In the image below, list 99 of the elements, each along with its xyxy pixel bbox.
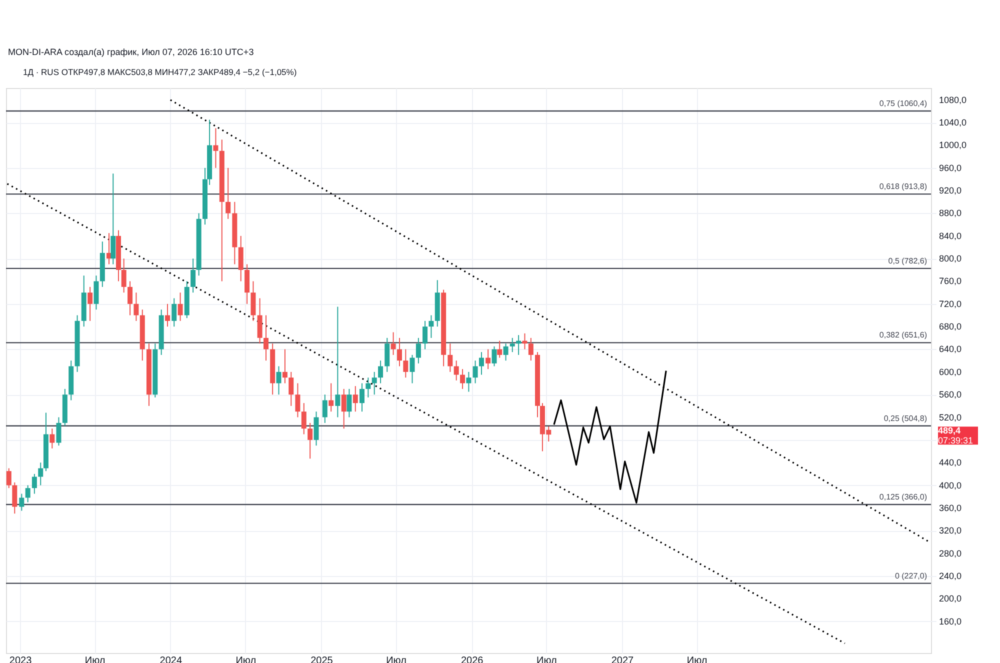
candlestick bbox=[448, 343, 453, 372]
ref-line-label: 0,25 (504,8) bbox=[884, 414, 928, 423]
y-tick-label: 920,0 bbox=[939, 186, 962, 196]
candlestick bbox=[308, 422, 313, 460]
candlestick bbox=[341, 388, 346, 430]
text: 1Д · RUS ОТКР497,8 МАКС503,8 МИН477,2 ЗАКР489,4 −5,2 (−1,05%) bbox=[23, 67, 297, 77]
y-tick-label: 400,0 bbox=[939, 480, 962, 490]
candlestick bbox=[38, 462, 44, 486]
candlestick bbox=[372, 371, 377, 396]
candlestick bbox=[346, 388, 352, 418]
text: 07:39:31 bbox=[938, 436, 974, 446]
y-tick-label: 840,0 bbox=[939, 230, 962, 241]
candlestick bbox=[359, 382, 364, 412]
candlestick bbox=[390, 332, 396, 356]
ref-line-label: 0,125 (366,0) bbox=[879, 492, 928, 502]
candlestick bbox=[410, 354, 415, 384]
candlestick bbox=[366, 377, 371, 398]
candlestick bbox=[378, 360, 384, 384]
y-tick-label: 440,0 bbox=[939, 458, 962, 468]
y-tick-label: 360,0 bbox=[939, 502, 962, 513]
candlestick bbox=[110, 173, 116, 265]
candlestick bbox=[263, 314, 268, 362]
candlestick bbox=[276, 366, 282, 396]
candlestick bbox=[516, 334, 522, 356]
candlestick bbox=[50, 428, 55, 449]
y-tick-label: 280,0 bbox=[939, 548, 962, 558]
candlestick bbox=[12, 482, 18, 514]
candlestick bbox=[478, 352, 484, 376]
candlestick bbox=[486, 348, 491, 370]
candlestick bbox=[288, 371, 294, 406]
y-tick-label: 880,0 bbox=[939, 208, 962, 218]
candlestick bbox=[165, 303, 170, 328]
candlestick bbox=[128, 280, 133, 316]
candlestick bbox=[528, 337, 534, 362]
candlestick bbox=[492, 346, 497, 367]
ref-line-label: 0,75 (1060,4) bbox=[879, 99, 928, 108]
y-tick-label: 720,0 bbox=[939, 298, 962, 309]
candlestick bbox=[416, 337, 421, 364]
candlestick bbox=[19, 493, 24, 512]
candlestick bbox=[454, 360, 459, 381]
candlestick bbox=[301, 402, 306, 435]
ref-line-label: 0 (227,0) bbox=[894, 571, 928, 580]
candlestick bbox=[510, 337, 515, 353]
candlestick bbox=[428, 314, 434, 338]
candlestick bbox=[250, 280, 256, 322]
candlestick bbox=[460, 368, 466, 390]
y-tick-label: 520,0 bbox=[939, 412, 962, 422]
text: 489,4 bbox=[938, 426, 961, 436]
candlestick bbox=[403, 348, 408, 378]
candlestick bbox=[88, 286, 93, 322]
y-tick-label: 200,0 bbox=[939, 594, 962, 604]
candlestick bbox=[94, 275, 99, 310]
ref-line-label: 0,5 (782,6) bbox=[888, 256, 928, 266]
candlestick bbox=[178, 292, 183, 322]
candlestick bbox=[322, 394, 328, 424]
candlestick bbox=[522, 332, 528, 350]
candlestick bbox=[295, 382, 300, 418]
candlestick bbox=[422, 320, 428, 350]
y-tick-label: 680,0 bbox=[939, 322, 962, 332]
y-tick-label: 240,0 bbox=[939, 570, 962, 581]
candlestick bbox=[32, 473, 37, 494]
y-tick-label: 1040,0 bbox=[939, 118, 967, 128]
candlestick bbox=[6, 468, 12, 489]
candlestick bbox=[472, 360, 478, 384]
candlestick bbox=[56, 416, 62, 446]
candlestick bbox=[384, 337, 390, 372]
candlestick bbox=[335, 306, 340, 418]
ref-line-label: 0,618 (913,8) bbox=[879, 182, 928, 192]
y-tick-label: 160,0 bbox=[939, 616, 962, 626]
candlestick bbox=[352, 386, 358, 412]
candlestick bbox=[314, 411, 319, 446]
line-series bbox=[553, 370, 667, 504]
candlestick bbox=[25, 484, 30, 503]
candlestick bbox=[503, 343, 508, 362]
candlestick bbox=[121, 258, 126, 294]
y-tick-label: 960,0 bbox=[939, 162, 962, 173]
candlestick bbox=[396, 337, 402, 367]
y-tick-label: 1080,0 bbox=[939, 94, 967, 105]
y-tick-label: 1000,0 bbox=[939, 140, 967, 150]
y-tick-label: 640,0 bbox=[939, 344, 962, 354]
candlestick bbox=[466, 371, 472, 392]
candlestick bbox=[226, 167, 231, 220]
candlestick bbox=[497, 340, 502, 358]
candlestick bbox=[238, 235, 244, 282]
candlestick bbox=[282, 348, 288, 384]
candlestick bbox=[213, 128, 218, 168]
y-tick-label: 760,0 bbox=[939, 276, 962, 286]
y-tick-label: 800,0 bbox=[939, 254, 962, 264]
ref-line-label: 0,382 (651,6) bbox=[879, 330, 928, 340]
candlestick bbox=[190, 258, 196, 294]
candlestick bbox=[328, 382, 334, 412]
y-tick-label: 320,0 bbox=[939, 526, 962, 536]
text: MON-DI-ARA создал(а) график, Июл 07, 2026 16:10 UTC+3 bbox=[8, 47, 254, 57]
candlestick bbox=[244, 264, 250, 304]
candlestick bbox=[172, 298, 177, 328]
y-tick-label: 560,0 bbox=[939, 390, 962, 400]
candlestick bbox=[257, 298, 262, 344]
y-tick-label: 600,0 bbox=[939, 366, 962, 377]
candlestick bbox=[134, 292, 139, 322]
